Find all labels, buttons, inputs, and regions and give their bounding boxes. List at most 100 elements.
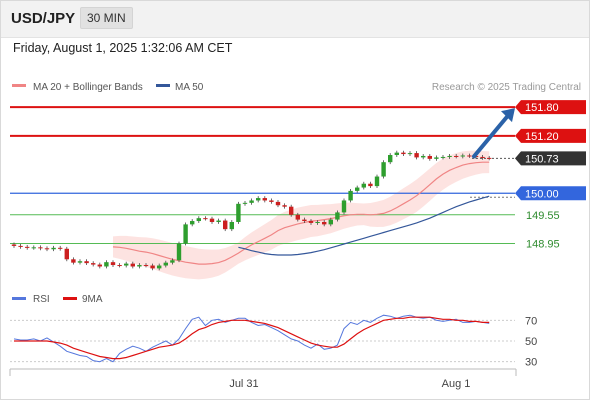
- candle: [117, 265, 122, 267]
- level-tag-151-20: [515, 128, 586, 143]
- ma50-legend-swatch: [156, 84, 170, 87]
- level-label-149-55: 149.55: [526, 210, 560, 222]
- datetime-label: Friday, August 1, 2025 1:32:06 AM CET: [13, 41, 233, 55]
- candle: [355, 187, 360, 191]
- candle: [97, 264, 102, 267]
- candle: [427, 155, 432, 159]
- candle: [110, 262, 116, 266]
- copyright-label: Research © 2025 Trading Central: [432, 82, 581, 93]
- candle: [130, 263, 135, 267]
- candle: [341, 200, 347, 213]
- candle: [262, 198, 267, 201]
- candlesticks: [11, 150, 492, 271]
- rsi-lines: [13, 314, 490, 363]
- candle: [308, 221, 314, 223]
- level-label-151-80: 151.80: [525, 102, 559, 114]
- rsi-legend-swatch: [12, 297, 26, 300]
- candle: [64, 248, 69, 260]
- candle: [137, 265, 142, 267]
- candle: [124, 263, 129, 266]
- candle: [275, 201, 281, 206]
- candle: [480, 156, 485, 158]
- candle: [440, 156, 446, 158]
- level-label-150-00: 150.00: [525, 188, 559, 200]
- candle: [256, 198, 261, 201]
- candle: [38, 247, 43, 249]
- arrow-shaft: [472, 111, 512, 159]
- candle: [401, 152, 406, 155]
- candle: [163, 262, 168, 266]
- candle: [176, 243, 182, 261]
- level-tag-150-73: [515, 151, 586, 166]
- candle: [58, 247, 63, 249]
- candle: [44, 248, 50, 250]
- candle: [421, 155, 426, 158]
- candle: [18, 245, 23, 247]
- candle: [434, 157, 439, 159]
- symbol-title: USD/JPY: [11, 10, 76, 27]
- level-tag-150-00: [515, 186, 586, 201]
- candle: [394, 152, 399, 156]
- candle: [467, 155, 472, 157]
- candle: [348, 190, 353, 201]
- x-axis: Jul 31 Aug 1: [9, 368, 517, 390]
- candle: [289, 206, 294, 215]
- price-labels: 151.80 151.20 150.73 150.00 149.55 148.95: [515, 100, 586, 251]
- price-levels: [10, 106, 515, 245]
- rsi-ma-line: [14, 316, 490, 360]
- candle: [190, 221, 195, 225]
- candle: [447, 155, 452, 157]
- candle: [229, 221, 234, 230]
- candle: [143, 265, 149, 267]
- candle: [71, 259, 76, 263]
- x-tick-label: Aug 1: [442, 378, 471, 390]
- candle: [196, 218, 201, 222]
- candle: [216, 220, 221, 222]
- level-label-151-20: 151.20: [525, 131, 559, 143]
- candle: [170, 260, 175, 263]
- forecast-arrow: [472, 108, 515, 159]
- candle: [282, 205, 287, 207]
- level-label-148-95: 148.95: [526, 239, 560, 251]
- candle: [269, 200, 274, 202]
- candle: [31, 247, 36, 249]
- rsi-line: [13, 314, 490, 363]
- level-label-150-73: 150.73: [525, 153, 559, 165]
- x-tick-label: Jul 31: [229, 378, 258, 390]
- candle: [150, 265, 155, 269]
- rsi-tick-50: 50: [525, 336, 537, 348]
- candle: [328, 219, 333, 225]
- candle: [454, 155, 459, 157]
- candle: [25, 246, 30, 248]
- candle: [236, 203, 241, 222]
- candle: [11, 244, 17, 246]
- candle: [77, 261, 83, 263]
- candle: [209, 218, 215, 222]
- candle: [374, 176, 380, 187]
- candle: [84, 261, 89, 264]
- candle: [407, 153, 413, 155]
- candle: [203, 218, 208, 220]
- arrow-head: [501, 108, 515, 123]
- rsi-ma-legend-label: 9MA: [82, 294, 103, 305]
- rsi-grid: 70 50 30: [10, 315, 537, 369]
- rsi-tick-30: 30: [525, 357, 537, 369]
- candle: [104, 262, 109, 267]
- candle: [315, 221, 320, 223]
- timeframe-button[interactable]: 30 MIN: [80, 7, 133, 29]
- candle: [183, 224, 188, 244]
- ma20-legend-label: MA 20 + Bollinger Bands: [33, 82, 143, 93]
- candle: [361, 183, 366, 188]
- candle: [302, 219, 307, 222]
- candle: [157, 265, 162, 269]
- candle: [322, 221, 327, 225]
- ma20-line: [112, 161, 490, 265]
- candle: [295, 214, 300, 220]
- candle: [414, 153, 419, 158]
- candle: [223, 220, 228, 230]
- candle: [368, 183, 373, 187]
- ma50-legend-label: MA 50: [175, 82, 204, 93]
- candle: [460, 155, 465, 157]
- candle: [249, 200, 254, 203]
